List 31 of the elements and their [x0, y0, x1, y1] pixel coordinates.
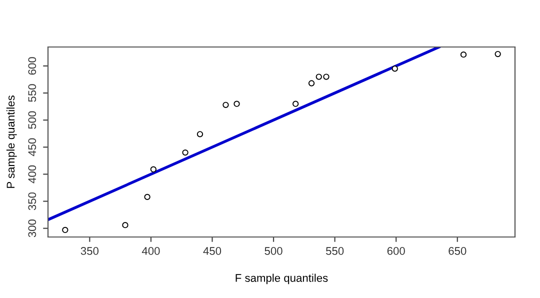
point [494, 50, 501, 58]
point [150, 166, 156, 172]
point [62, 226, 68, 234]
y-tick-label: 550 [28, 84, 36, 102]
point [308, 80, 315, 86]
point [316, 74, 322, 80]
y-tick-label: 350 [28, 192, 36, 210]
x-tick-label: 400 [142, 247, 160, 255]
x-tick-label: 450 [203, 247, 222, 255]
x-tick-label: 500 [264, 247, 282, 255]
y-tick-label: 400 [28, 165, 36, 184]
y-axis-title: P sample quantiles [6, 96, 17, 188]
point [196, 131, 204, 138]
point [122, 222, 128, 228]
point [234, 100, 240, 107]
y-tick-label: 450 [28, 138, 36, 156]
x-axis-title: F sample quantiles [236, 274, 328, 284]
point [182, 149, 188, 156]
point [144, 194, 150, 200]
point [222, 102, 229, 108]
point [292, 100, 299, 107]
x-tick-label: 600 [387, 247, 405, 255]
point [392, 66, 398, 72]
y-tick-label: 500 [28, 111, 36, 129]
point [460, 51, 467, 58]
y-tick-label: 600 [28, 57, 36, 75]
y-tick-label: 300 [28, 220, 36, 238]
x-tick-label: 650 [448, 247, 466, 255]
point [323, 74, 330, 80]
x-tick-label: 550 [326, 247, 344, 255]
x-tick-label: 350 [80, 247, 99, 255]
